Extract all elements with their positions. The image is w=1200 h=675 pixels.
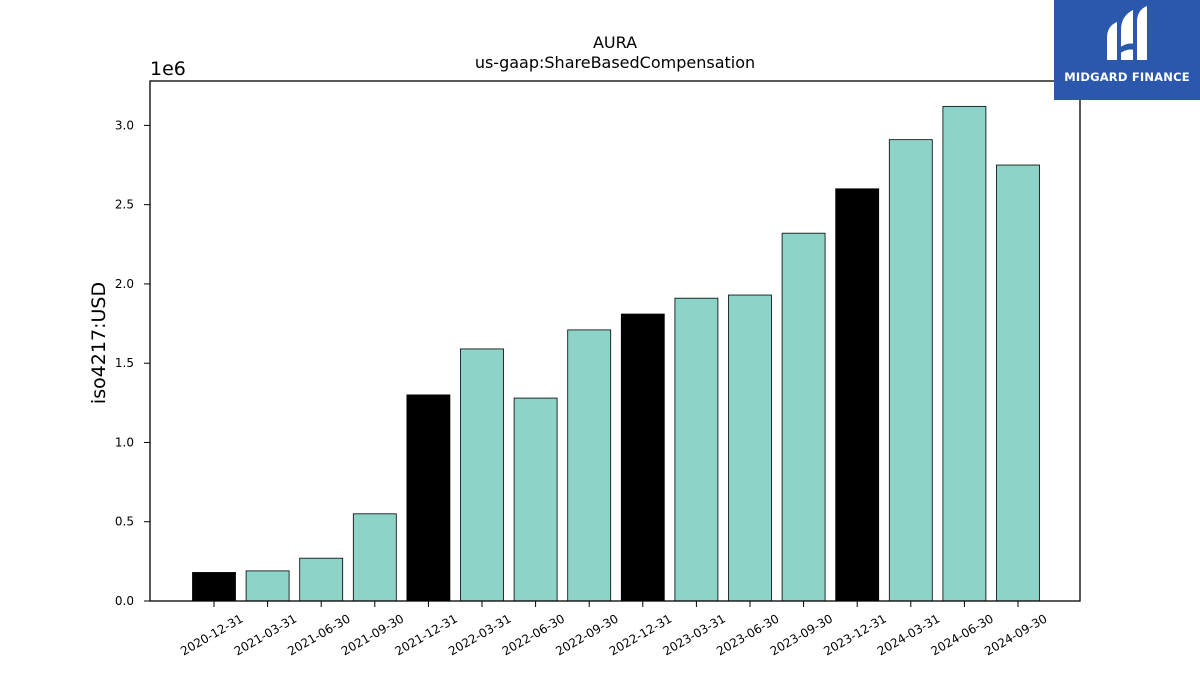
bar-2024-06-30	[942, 105, 987, 602]
y-ticks-group: 0.0 0.5 1.0 1.5 2.0 2.5 3.0	[115, 118, 150, 608]
bar-2023-06-30	[728, 294, 772, 602]
bar-2022-09-30	[567, 329, 612, 602]
y-scale-label: 1e6	[150, 58, 186, 80]
brand-name: MIDGARD FINANCE	[1064, 70, 1190, 84]
midgard-logo-icon	[1107, 6, 1147, 60]
bar-2021-03-31	[245, 570, 290, 602]
brand-logo: MIDGARD FINANCE	[1054, 0, 1200, 100]
y-tick-label: 1.0	[115, 435, 134, 449]
bar-2023-12-31	[835, 188, 880, 602]
y-tick-label: 2.0	[115, 277, 134, 291]
y-tick-label: 2.5	[115, 198, 134, 212]
bar-2021-09-30	[352, 513, 397, 602]
bars-group	[192, 105, 1040, 602]
bar-2021-06-30	[299, 557, 344, 602]
y-tick-label: 1.5	[115, 356, 134, 370]
bar-2023-03-31	[674, 297, 719, 602]
y-tick-label: 0.0	[115, 594, 134, 608]
bar-2023-09-30	[781, 232, 826, 602]
bar-2022-03-31	[460, 348, 504, 602]
plot-frame	[149, 80, 1081, 602]
chart-title: AURA	[593, 33, 637, 52]
x-ticks-group: 2020-12-312021-03-312021-06-302021-09-30…	[178, 601, 1050, 658]
chart-subtitle: us-gaap:ShareBasedCompensation	[475, 53, 755, 72]
bar-2020-12-31	[192, 572, 236, 602]
bar-2024-03-31	[888, 139, 933, 602]
bar-2022-12-31	[620, 313, 665, 602]
bar-2024-09-30	[996, 164, 1040, 602]
bar-2021-12-31	[406, 394, 451, 602]
bar-2022-06-30	[513, 397, 558, 602]
y-tick-label: 0.5	[115, 515, 134, 529]
y-axis-label: iso4217:USD	[88, 282, 110, 404]
y-tick-label: 3.0	[115, 118, 134, 132]
